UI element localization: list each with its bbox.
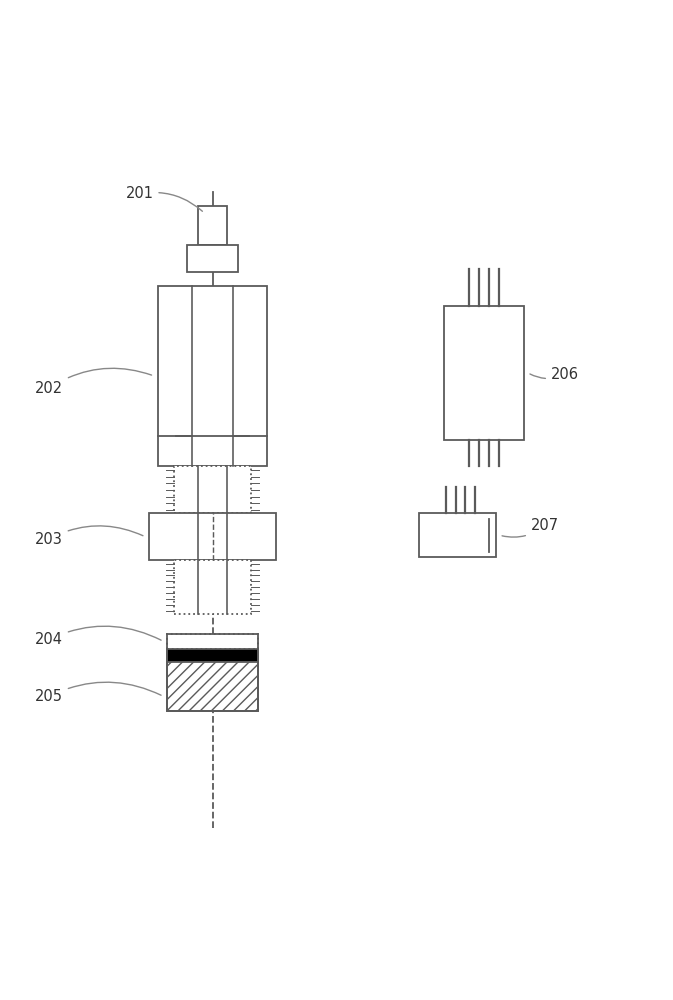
Bar [167,662,258,711]
Bar [157,286,267,466]
Text: 206: 206 [530,367,579,382]
Text: 201: 201 [125,186,203,211]
Text: 207: 207 [502,518,559,537]
Bar [174,560,252,614]
Bar [419,513,496,557]
Bar [444,306,524,440]
Text: 204: 204 [35,626,161,647]
Bar [149,513,276,560]
Bar [167,634,258,711]
Text: 205: 205 [35,682,161,704]
Bar [198,206,227,245]
Text: 203: 203 [35,526,143,547]
Bar [167,649,258,662]
Bar [174,466,252,513]
Text: 202: 202 [35,368,151,396]
Bar [167,634,258,649]
Bar [187,245,238,272]
